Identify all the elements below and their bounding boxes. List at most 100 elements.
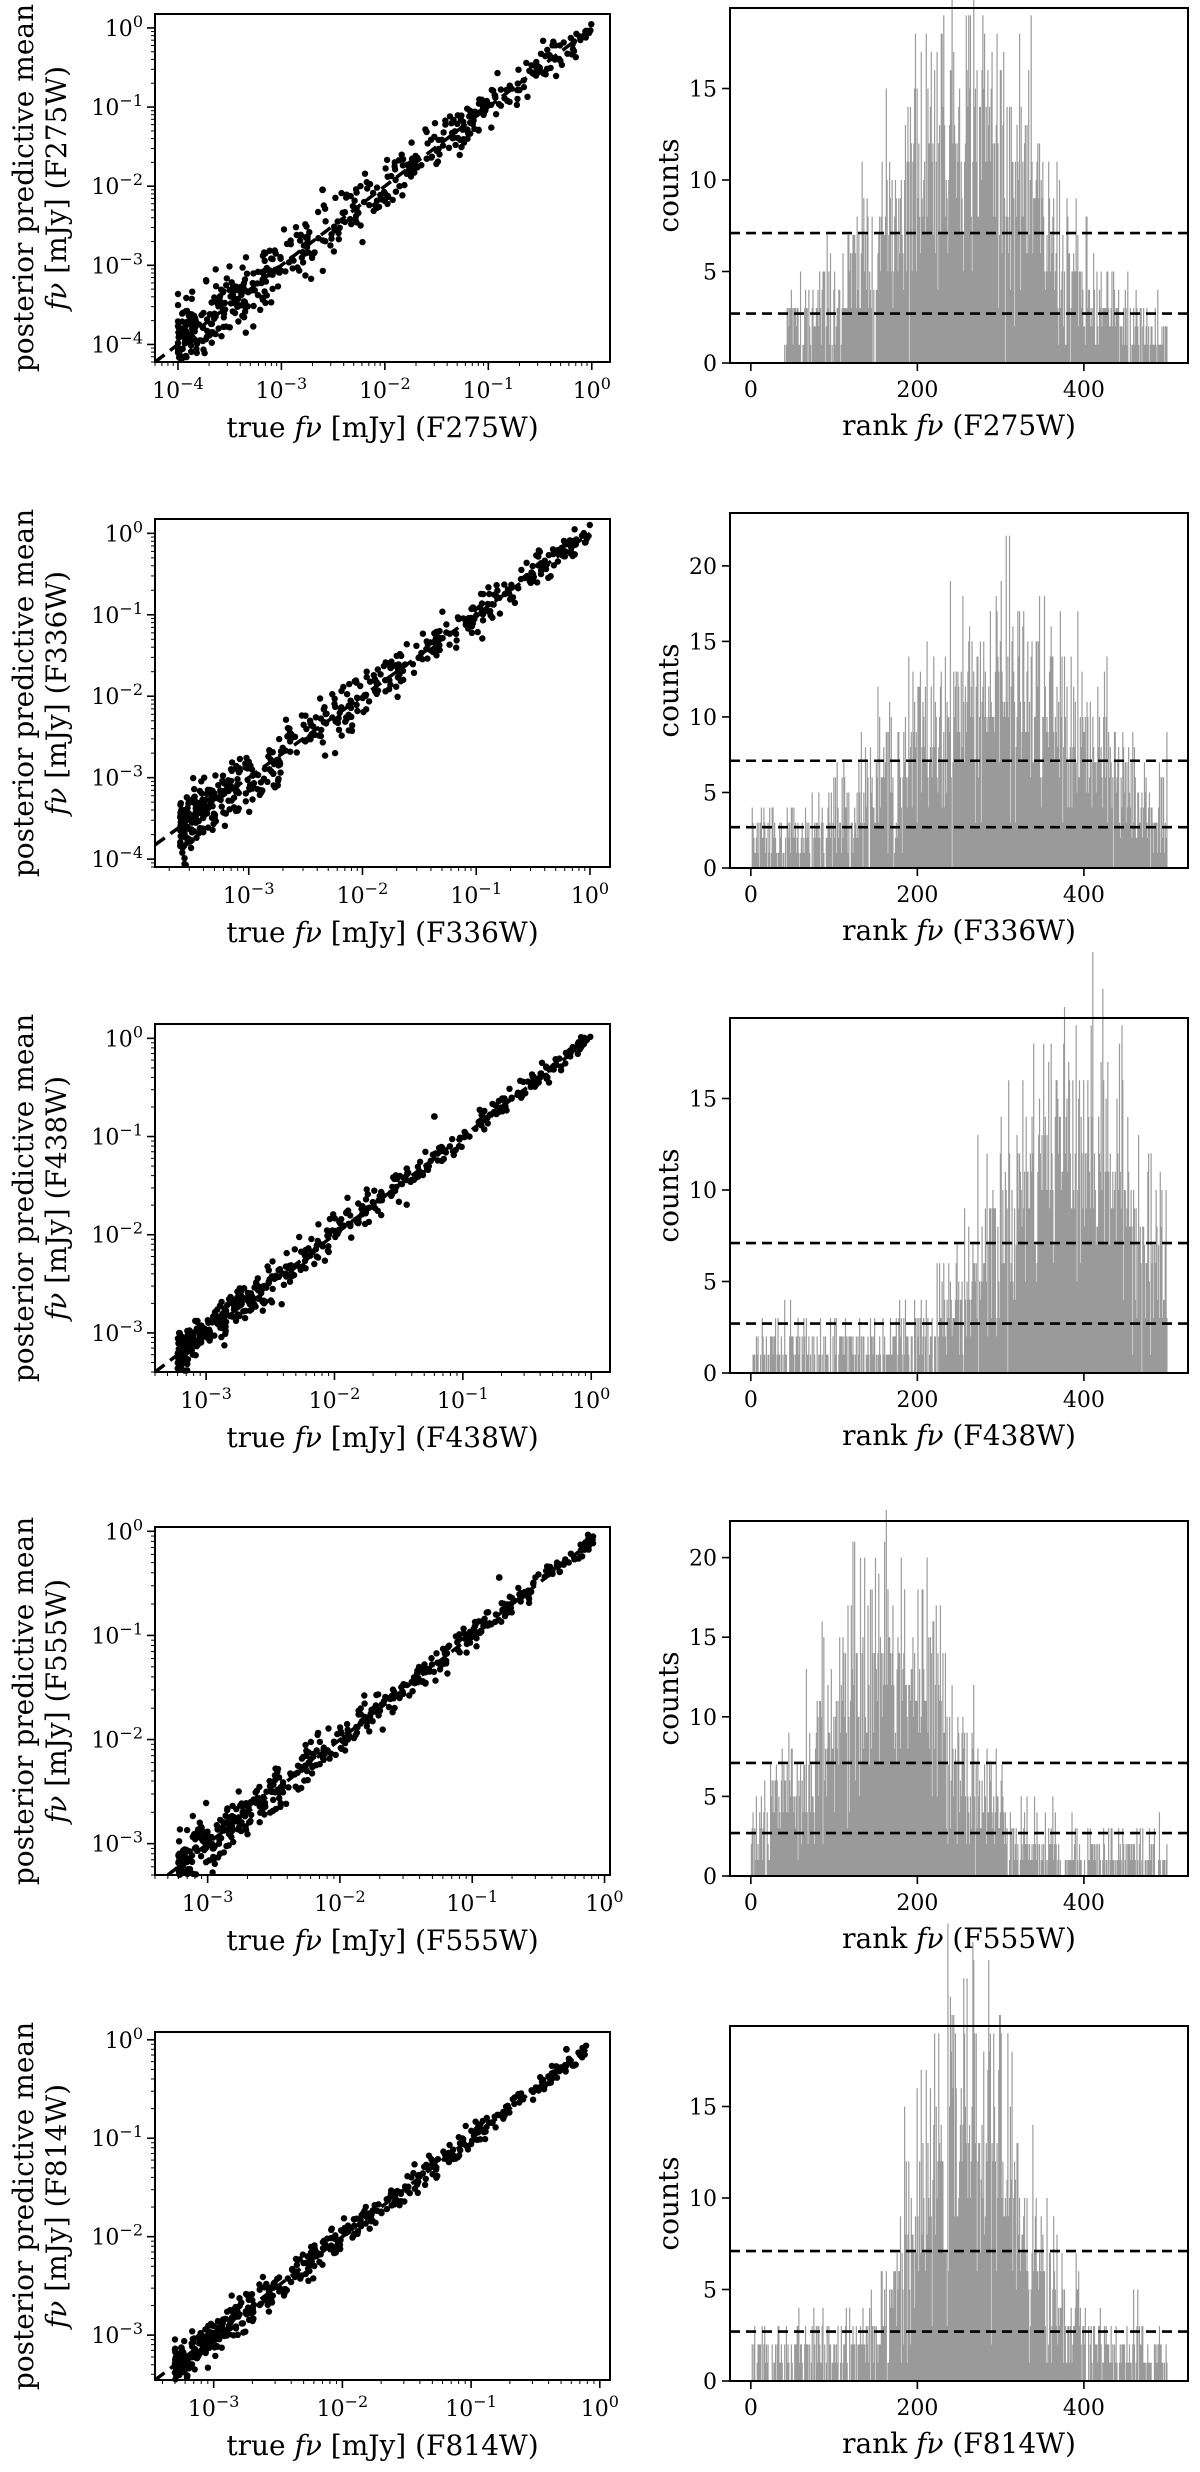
histogram-bar	[944, 807, 946, 868]
histogram-bar	[1008, 1080, 1010, 1373]
data-point	[373, 204, 381, 211]
histogram-bar	[794, 1354, 797, 1373]
data-point	[588, 21, 595, 28]
histogram-bar	[929, 1354, 931, 1373]
data-point	[177, 841, 184, 848]
data-point	[445, 1642, 453, 1649]
data-point	[550, 550, 557, 558]
histogram-bar	[1072, 271, 1074, 363]
data-point	[246, 808, 253, 815]
histogram-bar	[899, 1748, 902, 1876]
data-point	[520, 83, 528, 91]
histogram-bar	[1112, 1860, 1114, 1876]
data-point	[272, 250, 279, 257]
histogram-bar	[1037, 1171, 1039, 1373]
histogram-bar	[1139, 1226, 1141, 1373]
histogram-bar	[1016, 716, 1018, 868]
histogram-bar	[779, 2362, 782, 2381]
histogram-bar	[978, 1281, 981, 1373]
histogram-bar	[844, 2344, 846, 2381]
histogram-bar	[1025, 732, 1027, 868]
histogram-bar	[877, 253, 879, 363]
histogram-bar	[1164, 1244, 1166, 1373]
histogram-bar	[1021, 732, 1023, 868]
histogram-bar	[837, 1700, 839, 1876]
data-point	[230, 1838, 237, 1846]
y-tick-label: 15	[689, 1626, 717, 1651]
histogram-bar	[901, 1354, 903, 1373]
data-point	[363, 673, 370, 681]
histogram-bar	[873, 1732, 875, 1876]
histogram-bar	[785, 344, 787, 363]
data-point	[177, 800, 184, 807]
histogram-bar	[942, 1653, 944, 1876]
data-point	[491, 2113, 498, 2120]
y-tick-label: 0	[703, 352, 717, 377]
histogram-bar	[914, 33, 917, 364]
histogram-bar	[1052, 216, 1054, 363]
histogram-bar	[854, 253, 857, 363]
data-point	[326, 1215, 334, 1223]
data-point	[382, 165, 389, 172]
data-point	[196, 787, 203, 795]
histogram-bar	[894, 1732, 897, 1876]
histogram-bar	[826, 234, 828, 363]
histogram-bar	[1063, 326, 1065, 363]
histogram-bar	[779, 2362, 781, 2381]
histogram-bar	[866, 1354, 868, 1373]
histogram-bar	[1026, 1171, 1028, 1373]
histogram-bar	[858, 1716, 860, 1876]
data-point	[238, 1293, 245, 1300]
histogram-bar	[860, 1336, 862, 1373]
data-point	[256, 1819, 263, 1826]
data-point	[238, 1819, 245, 1826]
histogram-bar	[1151, 807, 1153, 868]
histogram-bar	[832, 1748, 834, 1876]
histogram-bar	[929, 1748, 931, 1876]
data-point	[448, 120, 455, 127]
histogram-bar	[855, 1336, 857, 1373]
histogram-bar	[833, 1716, 835, 1876]
histogram-bar	[1133, 747, 1136, 868]
data-point	[282, 716, 290, 723]
data-point	[363, 706, 370, 713]
histogram-bar	[912, 671, 914, 868]
data-point	[359, 238, 366, 246]
histogram-bar	[954, 143, 957, 363]
histogram-bar	[774, 837, 777, 868]
histogram-bar	[1128, 1226, 1131, 1373]
histogram-bar	[1110, 762, 1112, 868]
histogram-bar	[1020, 1190, 1022, 1373]
histogram-bar	[774, 2362, 776, 2381]
histogram-bar	[1014, 1844, 1016, 1876]
data-point	[236, 2295, 243, 2302]
data-point	[364, 1191, 371, 1198]
histogram-bar	[1066, 198, 1068, 363]
histogram-bar	[940, 1318, 942, 1373]
histogram-bar	[1154, 822, 1156, 868]
data-point	[326, 1755, 333, 1762]
data-point	[302, 1741, 309, 1749]
histogram-bar	[810, 2362, 812, 2381]
histogram-bar	[870, 1748, 872, 1876]
histogram-bar	[1092, 1844, 1094, 1876]
histogram-bar	[871, 1336, 873, 1373]
histogram-bar	[854, 234, 856, 363]
data-point	[529, 2096, 537, 2103]
histogram-bar	[767, 1844, 769, 1876]
histogram-bar	[1065, 1860, 1067, 1876]
histogram-bar	[1091, 1844, 1093, 1876]
data-point	[299, 259, 307, 266]
data-point	[179, 327, 186, 334]
histogram-bar	[966, 1732, 968, 1876]
histogram-bar	[1153, 344, 1155, 363]
histogram-bar	[1066, 1098, 1068, 1373]
histogram-bar	[930, 1336, 932, 1373]
histogram-bar	[1040, 180, 1042, 363]
histogram-bar	[857, 1336, 859, 1373]
histogram-bar	[1138, 344, 1140, 363]
histogram-bar	[846, 1828, 848, 1876]
data-point	[196, 2350, 203, 2358]
histogram-bar	[1102, 1860, 1104, 1876]
histogram-bar	[944, 656, 947, 868]
